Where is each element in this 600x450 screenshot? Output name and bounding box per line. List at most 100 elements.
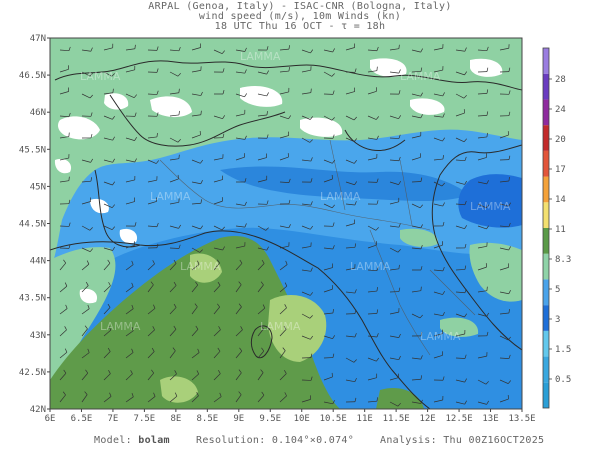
wind-barb bbox=[367, 90, 377, 95]
wind-barb bbox=[191, 202, 201, 205]
wind-barb bbox=[455, 269, 466, 271]
wind-barb bbox=[103, 92, 113, 95]
wind-barb-flag bbox=[464, 313, 468, 318]
wind-barb-flag bbox=[288, 115, 292, 120]
wind-barb-flag bbox=[463, 95, 467, 99]
wind-barb-flag bbox=[89, 227, 93, 231]
wind-barb bbox=[81, 308, 90, 315]
wind-barb bbox=[59, 285, 68, 293]
wind-barb-flag bbox=[354, 289, 357, 294]
wind-barb bbox=[81, 180, 91, 183]
wind-barb-flag bbox=[108, 370, 111, 374]
footer-resolution-value: 0.104°×0.074° bbox=[271, 435, 355, 446]
wind-zone-still bbox=[119, 228, 138, 244]
wind-barb bbox=[301, 69, 311, 73]
wind-barb-flag bbox=[354, 377, 357, 382]
lon-tick-label: 10.5E bbox=[320, 414, 347, 424]
wind-barb bbox=[191, 329, 199, 337]
lat-tick-label: 43.5N bbox=[19, 294, 46, 304]
wind-barb bbox=[147, 396, 156, 403]
wind-barb-flag bbox=[131, 326, 134, 331]
border-switzerland bbox=[109, 94, 286, 147]
wind-barb bbox=[59, 329, 67, 337]
wind-barb-flag bbox=[464, 180, 468, 185]
wind-barb bbox=[411, 357, 421, 360]
wind-barb bbox=[367, 157, 377, 161]
wind-barb bbox=[389, 71, 399, 74]
wind-barb bbox=[125, 137, 135, 141]
wind-barb bbox=[367, 225, 377, 231]
wind-barb-flag bbox=[310, 335, 314, 340]
wind-band-strong bbox=[458, 174, 522, 228]
wind-barb bbox=[301, 137, 311, 143]
map-subtitle: wind speed (m/s), 10m Winds (kn) bbox=[198, 11, 402, 22]
wind-barb-flag bbox=[354, 201, 357, 206]
wind-barb bbox=[367, 115, 377, 120]
wind-barb bbox=[367, 377, 377, 381]
coastlines bbox=[50, 60, 522, 409]
wind-barb-flag bbox=[398, 333, 401, 338]
wind-barb-flag bbox=[244, 69, 247, 74]
wind-barb-flag bbox=[178, 46, 181, 51]
wind-barb-flag bbox=[262, 304, 266, 309]
wind-barb-flag bbox=[420, 245, 423, 250]
wind-barb-flag bbox=[354, 181, 358, 185]
wind-zone-still bbox=[150, 96, 192, 118]
wind-barb bbox=[257, 179, 267, 183]
wind-barb bbox=[235, 372, 242, 381]
wind-barb-flag bbox=[68, 112, 71, 117]
regional-border bbox=[429, 269, 476, 316]
wind-barb-flag bbox=[398, 264, 400, 269]
wind-barb bbox=[301, 203, 311, 206]
wind-barb-flag bbox=[200, 180, 203, 184]
wind-barb-flag bbox=[177, 73, 181, 77]
colorbar: 0.5 1.5 3 5 8.3 11 14 17 20 24 28 bbox=[542, 47, 571, 409]
wind-barb bbox=[477, 181, 487, 185]
wind-barb-flag bbox=[442, 155, 444, 160]
wind-barb-flag bbox=[87, 304, 90, 309]
wind-barb-flag bbox=[112, 136, 115, 141]
wind-barb bbox=[235, 49, 245, 52]
wind-barb bbox=[147, 263, 155, 271]
watermark-text: LAMMA bbox=[180, 260, 221, 273]
wind-barb-flag bbox=[266, 70, 269, 75]
watermark-text: LAMMA bbox=[240, 50, 281, 63]
wind-barb bbox=[235, 394, 242, 403]
wind-barb bbox=[411, 93, 421, 97]
wind-barb bbox=[191, 159, 201, 164]
wind-barb bbox=[499, 291, 509, 295]
wind-barb-flag bbox=[310, 116, 314, 120]
wind-barb-flag bbox=[398, 69, 401, 74]
wind-barb bbox=[81, 225, 91, 231]
wind-barb-flag bbox=[221, 226, 225, 231]
longitude-axis: 6E 6.5E 7E 7.5E 8E 8.5E 9E 9.5E 10E 10.5E 11E 11.5E… bbox=[45, 409, 536, 424]
wind-barb-flag bbox=[310, 353, 313, 358]
wind-barb-flag bbox=[398, 287, 401, 292]
wind-barb bbox=[301, 399, 311, 403]
wind-barb-flag bbox=[332, 222, 335, 227]
colorbar-segment bbox=[543, 228, 549, 254]
wind-barb bbox=[323, 203, 333, 209]
wind-barb bbox=[323, 247, 333, 250]
wind-barb bbox=[147, 308, 156, 315]
wind-barb-flag bbox=[288, 45, 290, 50]
wind-barb-flag bbox=[178, 110, 180, 115]
footer-resolution-label: Resolution: bbox=[196, 435, 266, 446]
lat-tick-label: 42.5N bbox=[19, 368, 46, 378]
wind-barb-flag bbox=[397, 249, 401, 253]
lon-tick-label: 11E bbox=[357, 414, 373, 424]
wind-barb bbox=[301, 115, 311, 120]
wind-barb-flag bbox=[310, 178, 313, 183]
wind-barb-flag bbox=[133, 94, 138, 98]
wind-barb bbox=[477, 93, 488, 95]
wind-barb bbox=[169, 201, 179, 205]
wind-barb bbox=[455, 137, 465, 143]
wind-barb bbox=[147, 201, 157, 205]
wind-barb-flag bbox=[353, 138, 358, 142]
lon-tick-label: 7.5E bbox=[134, 414, 156, 424]
wind-zone-calm-east bbox=[469, 242, 522, 302]
colorbar-segment bbox=[543, 73, 549, 100]
wind-barb bbox=[235, 113, 245, 117]
wind-barb bbox=[103, 71, 113, 77]
wind-barb bbox=[169, 307, 177, 315]
